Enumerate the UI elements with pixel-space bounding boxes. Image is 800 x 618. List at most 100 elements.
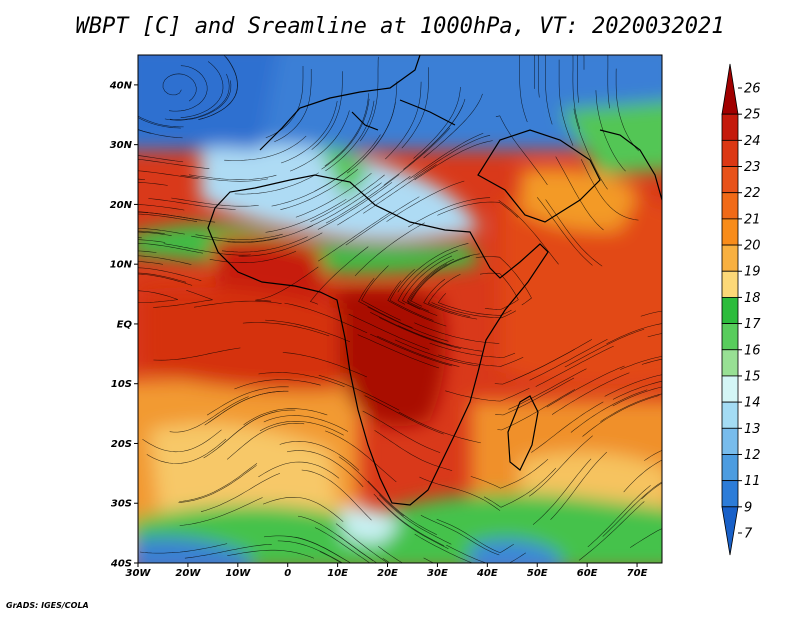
colorbar-swatch	[721, 192, 739, 220]
streamline	[321, 98, 370, 170]
streamline	[420, 515, 500, 556]
streamline	[209, 250, 297, 263]
streamline	[200, 473, 280, 512]
streamline	[413, 135, 491, 178]
streamline	[169, 73, 230, 120]
streamline	[258, 372, 345, 388]
lon-tick-label: 30W	[126, 568, 152, 579]
lon-tick-label: 10W	[225, 568, 251, 579]
streamline	[337, 175, 411, 226]
streamline	[483, 467, 557, 508]
streamline	[243, 408, 328, 426]
streamline	[551, 372, 630, 415]
streamline	[394, 339, 479, 367]
streamline	[534, 55, 535, 89]
streamline	[535, 345, 614, 387]
streamline	[311, 71, 343, 150]
streamline	[286, 450, 364, 488]
streamline	[317, 211, 392, 262]
streamline	[578, 501, 645, 561]
lon-tick-label: 70E	[627, 568, 648, 579]
streamline	[194, 300, 282, 308]
streamline	[314, 527, 371, 563]
colorbar-swatch	[721, 401, 739, 429]
colorbar-swatch	[721, 113, 739, 141]
streamline	[414, 322, 500, 344]
streamline	[138, 267, 202, 281]
streamline	[398, 411, 481, 444]
streamline	[263, 535, 347, 561]
streamline	[345, 196, 420, 246]
streamline	[179, 463, 258, 502]
field-cyan-south-atlantic	[340, 507, 400, 545]
streamline	[153, 290, 213, 308]
streamline	[612, 386, 662, 407]
streamline	[445, 387, 530, 402]
streamline	[387, 280, 447, 327]
streamline	[238, 232, 323, 257]
colorbar-swatch	[721, 270, 739, 298]
streamline	[423, 93, 483, 159]
lon-tick-label: 60E	[577, 568, 598, 579]
coastline-madagascar	[507, 395, 539, 471]
streamline	[403, 105, 463, 170]
streamline	[545, 199, 603, 267]
streamline	[279, 441, 360, 471]
lat-tick-label: EQ	[117, 319, 133, 330]
colorbar-label: 13	[744, 422, 761, 437]
colorbar-swatch	[721, 139, 739, 167]
streamline	[373, 493, 445, 547]
colorbar-label: 25	[744, 108, 761, 123]
colorbar-swatch	[721, 375, 739, 403]
streamline	[438, 354, 524, 367]
streamline	[528, 435, 593, 497]
streamline	[162, 73, 197, 102]
streamline	[138, 170, 199, 180]
colorbar-label: 21	[744, 212, 761, 227]
streamline	[558, 59, 574, 146]
streamline	[169, 396, 249, 433]
streamline	[612, 380, 662, 400]
streamline	[263, 497, 344, 522]
streamline	[338, 535, 378, 563]
streamline	[437, 293, 512, 316]
streamline	[358, 278, 413, 329]
streamline	[138, 227, 185, 235]
streamline	[644, 450, 662, 461]
colorbar-swatch	[721, 349, 739, 377]
streamline	[595, 90, 626, 172]
streamline	[282, 352, 368, 378]
lat-tick-label: 30S	[111, 499, 132, 510]
grads-credit: GrADS: IGES/COLA	[6, 601, 89, 610]
lon-tick-label: 30E	[427, 568, 448, 579]
streamline	[163, 243, 251, 256]
coastline-europe	[259, 55, 456, 151]
streamline	[178, 465, 257, 503]
streamline	[532, 458, 592, 525]
colorbar-label: 24	[744, 134, 761, 149]
streamline	[138, 158, 210, 169]
streamline	[138, 283, 139, 284]
streamline	[335, 523, 389, 563]
streamline	[408, 197, 491, 228]
colorbar-swatch	[721, 480, 739, 508]
streamline	[281, 100, 338, 164]
streamline	[364, 395, 444, 435]
streamline	[606, 323, 662, 345]
colorbar-label: 17	[744, 317, 761, 332]
colorbar-label: 23	[744, 160, 761, 175]
streamline	[408, 133, 484, 180]
streamline	[203, 411, 278, 459]
streamline	[280, 168, 358, 210]
coastlines	[207, 55, 662, 506]
streamline	[398, 325, 483, 352]
streamline	[198, 56, 238, 120]
streamline	[138, 213, 198, 222]
streamline	[419, 476, 501, 511]
streamline	[325, 174, 400, 224]
streamline	[470, 458, 549, 489]
colorbar-swatch	[721, 244, 739, 272]
streamline	[362, 410, 441, 453]
streamline	[324, 93, 369, 167]
streamline	[407, 263, 448, 316]
